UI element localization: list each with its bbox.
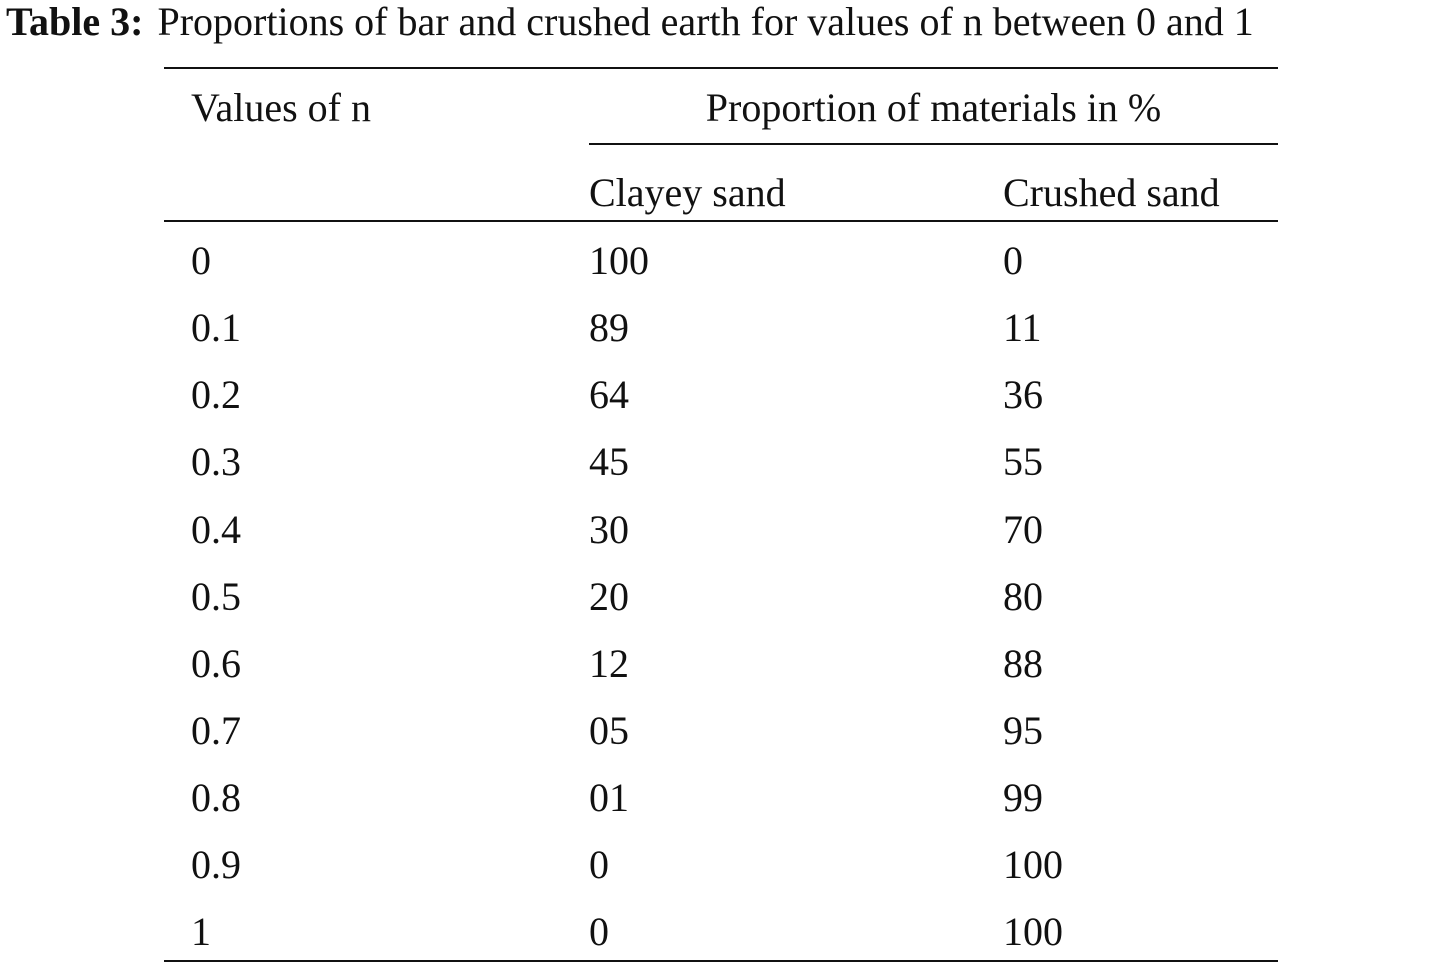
cell-crushed-sand: 95 [1003, 708, 1043, 753]
table-row: 0.2 64 36 [0, 373, 1450, 440]
cell-crushed-sand: 80 [1003, 574, 1043, 619]
cell-n: 0.7 [191, 708, 241, 753]
cell-n: 1 [191, 909, 211, 954]
cell-clayey-sand: 05 [589, 708, 629, 753]
table-row: 1 0 100 [0, 910, 1450, 977]
cell-n: 0.3 [191, 439, 241, 484]
cell-clayey-sand: 01 [589, 775, 629, 820]
cell-crushed-sand: 36 [1003, 372, 1043, 417]
cell-clayey-sand: 89 [589, 305, 629, 350]
table-row: 0.6 12 88 [0, 642, 1450, 709]
header-rule [164, 220, 1278, 222]
cell-n: 0.5 [191, 574, 241, 619]
table-caption: Table 3: Proportions of bar and crushed e… [6, 0, 1450, 44]
table-row: 0.4 30 70 [0, 508, 1450, 575]
cell-crushed-sand: 55 [1003, 439, 1043, 484]
cell-crushed-sand: 100 [1003, 842, 1063, 887]
cell-clayey-sand: 64 [589, 372, 629, 417]
cell-crushed-sand: 88 [1003, 641, 1043, 686]
header-proportion-group: Proportion of materials in % [705, 85, 1162, 130]
cell-n: 0.1 [191, 305, 241, 350]
header-clayey-sand: Clayey sand [589, 170, 786, 215]
cell-n: 0.4 [191, 507, 241, 552]
table-row: 0.7 05 95 [0, 709, 1450, 776]
table-row: 0.8 01 99 [0, 776, 1450, 843]
cell-crushed-sand: 0 [1003, 238, 1023, 283]
table-row: 0.9 0 100 [0, 843, 1450, 910]
header-crushed-sand: Crushed sand [1003, 170, 1220, 215]
cell-clayey-sand: 0 [589, 842, 609, 887]
top-rule [164, 67, 1278, 69]
caption-label: Table 3: [6, 0, 144, 44]
cell-clayey-sand: 12 [589, 641, 629, 686]
header-values-of-n: Values of n [191, 85, 371, 130]
cell-clayey-sand: 30 [589, 507, 629, 552]
caption-text: Proportions of bar and crushed earth for… [157, 0, 1254, 44]
cell-n: 0 [191, 238, 211, 283]
cell-clayey-sand: 0 [589, 909, 609, 954]
cell-crushed-sand: 99 [1003, 775, 1043, 820]
bottom-rule [164, 960, 1278, 962]
cell-clayey-sand: 100 [589, 238, 649, 283]
table-row: 0.5 20 80 [0, 575, 1450, 642]
cell-n: 0.2 [191, 372, 241, 417]
cell-clayey-sand: 45 [589, 439, 629, 484]
table-row: 0 100 0 [0, 239, 1450, 306]
cell-n: 0.9 [191, 842, 241, 887]
table-row: 0.3 45 55 [0, 440, 1450, 507]
group-span-rule [589, 143, 1278, 145]
table-row: 0.1 89 11 [0, 306, 1450, 373]
cell-crushed-sand: 70 [1003, 507, 1043, 552]
cell-n: 0.8 [191, 775, 241, 820]
cell-crushed-sand: 100 [1003, 909, 1063, 954]
cell-clayey-sand: 20 [589, 574, 629, 619]
cell-crushed-sand: 11 [1003, 305, 1042, 350]
cell-n: 0.6 [191, 641, 241, 686]
